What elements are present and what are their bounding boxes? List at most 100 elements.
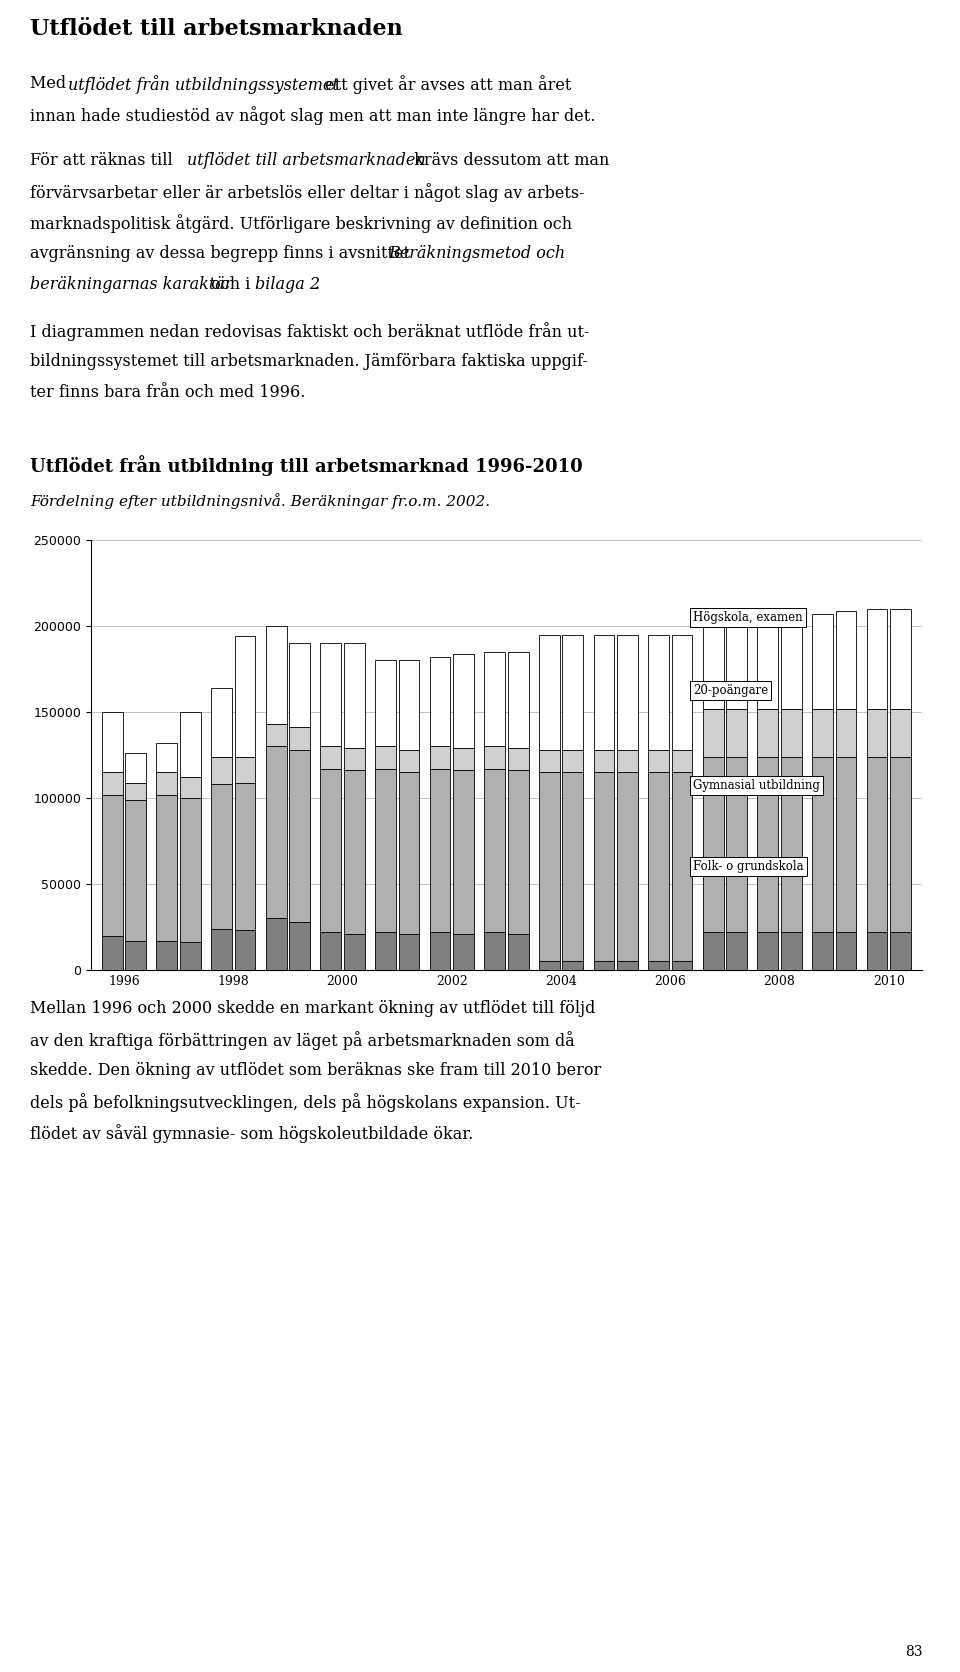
- Bar: [727, 757, 747, 933]
- Bar: [703, 709, 724, 757]
- Bar: [672, 749, 692, 772]
- Bar: [180, 712, 201, 777]
- Bar: [180, 777, 201, 798]
- Bar: [453, 935, 474, 970]
- Bar: [453, 747, 474, 771]
- Bar: [180, 943, 201, 970]
- Bar: [234, 930, 255, 970]
- Bar: [344, 644, 365, 747]
- Bar: [375, 933, 396, 970]
- Text: av den kraftiga förbättringen av läget på arbetsmarknaden som då: av den kraftiga förbättringen av läget p…: [30, 1032, 575, 1050]
- Bar: [757, 709, 779, 757]
- Text: Högskola, examen: Högskola, examen: [693, 610, 803, 624]
- Text: skedde. Den ökning av utflödet som beräknas ske fram till 2010 beror: skedde. Den ökning av utflödet som beräk…: [30, 1062, 601, 1078]
- Bar: [430, 769, 450, 933]
- Bar: [126, 941, 146, 970]
- Bar: [484, 746, 505, 769]
- Bar: [289, 727, 310, 749]
- Bar: [867, 609, 887, 709]
- Text: förvärvsarbetar eller är arbetslös eller deltar i något slag av arbets-: förvärvsarbetar eller är arbetslös eller…: [30, 184, 585, 202]
- Text: 83: 83: [905, 1645, 923, 1659]
- Bar: [156, 941, 178, 970]
- Bar: [508, 771, 529, 935]
- Bar: [835, 709, 856, 757]
- Text: Mellan 1996 och 2000 skedde en markant ökning av utflödet till följd: Mellan 1996 och 2000 skedde en markant ö…: [30, 1000, 595, 1017]
- Bar: [617, 749, 637, 772]
- Bar: [102, 794, 123, 936]
- Bar: [617, 635, 637, 749]
- Bar: [727, 709, 747, 757]
- Bar: [890, 609, 911, 709]
- Text: dels på befolkningsutvecklingen, dels på högskolans expansion. Ut-: dels på befolkningsutvecklingen, dels på…: [30, 1093, 581, 1112]
- Bar: [266, 746, 286, 918]
- Bar: [156, 742, 178, 772]
- Bar: [648, 961, 669, 970]
- Bar: [211, 687, 232, 757]
- Bar: [812, 614, 833, 709]
- Bar: [375, 769, 396, 933]
- Bar: [563, 961, 583, 970]
- Text: bilaga 2: bilaga 2: [255, 276, 320, 293]
- Text: Folk- o grundskola: Folk- o grundskola: [693, 861, 804, 873]
- Bar: [266, 724, 286, 746]
- Bar: [398, 660, 420, 749]
- Bar: [727, 933, 747, 970]
- Bar: [835, 757, 856, 933]
- Bar: [430, 746, 450, 769]
- Bar: [812, 757, 833, 933]
- Bar: [593, 772, 614, 961]
- Bar: [126, 799, 146, 941]
- Text: utflödet från utbildningssystemet: utflödet från utbildningssystemet: [68, 75, 339, 94]
- Bar: [344, 935, 365, 970]
- Bar: [672, 772, 692, 961]
- Text: marknadspolitisk åtgärd. Utförligare beskrivning av definition och: marknadspolitisk åtgärd. Utförligare bes…: [30, 214, 572, 232]
- Bar: [648, 635, 669, 749]
- Bar: [102, 772, 123, 794]
- Bar: [648, 772, 669, 961]
- Text: För att räknas till: För att räknas till: [30, 152, 178, 169]
- Bar: [835, 610, 856, 709]
- Bar: [890, 933, 911, 970]
- Bar: [289, 644, 310, 727]
- Bar: [289, 749, 310, 921]
- Bar: [593, 749, 614, 772]
- Bar: [156, 794, 178, 941]
- Bar: [757, 757, 779, 933]
- Bar: [211, 784, 232, 928]
- Bar: [321, 644, 341, 746]
- Bar: [102, 712, 123, 772]
- Text: I diagrammen nedan redovisas faktiskt och beräknat utflöde från ut-: I diagrammen nedan redovisas faktiskt oc…: [30, 323, 589, 341]
- Bar: [126, 782, 146, 799]
- Bar: [563, 772, 583, 961]
- Bar: [539, 772, 560, 961]
- Bar: [484, 769, 505, 933]
- Bar: [593, 635, 614, 749]
- Bar: [672, 635, 692, 749]
- Bar: [835, 933, 856, 970]
- Bar: [484, 933, 505, 970]
- Bar: [617, 772, 637, 961]
- Bar: [703, 757, 724, 933]
- Bar: [398, 749, 420, 772]
- Text: Beräkningsmetod och: Beräkningsmetod och: [388, 246, 565, 263]
- Bar: [757, 933, 779, 970]
- Bar: [266, 918, 286, 970]
- Bar: [102, 936, 123, 970]
- Bar: [508, 747, 529, 771]
- Bar: [321, 746, 341, 769]
- Bar: [703, 933, 724, 970]
- Bar: [593, 961, 614, 970]
- Bar: [398, 935, 420, 970]
- Bar: [563, 635, 583, 749]
- Text: 20-poängare: 20-poängare: [693, 684, 769, 697]
- Text: och i: och i: [206, 276, 255, 293]
- Bar: [812, 933, 833, 970]
- Bar: [780, 757, 802, 933]
- Bar: [375, 746, 396, 769]
- Bar: [867, 709, 887, 757]
- Bar: [344, 747, 365, 771]
- Bar: [780, 619, 802, 709]
- Bar: [234, 782, 255, 930]
- Text: Utflödet till arbetsmarknaden: Utflödet till arbetsmarknaden: [30, 18, 403, 40]
- Bar: [617, 961, 637, 970]
